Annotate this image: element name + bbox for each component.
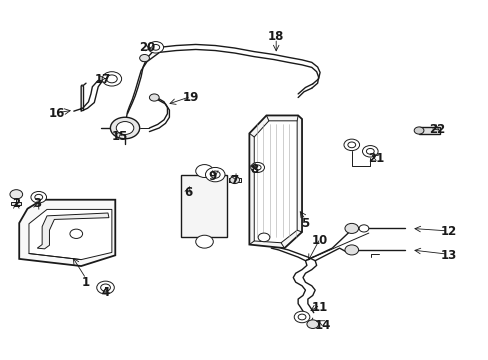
Text: 16: 16 [48, 107, 65, 120]
Text: 19: 19 [183, 91, 199, 104]
Text: 12: 12 [440, 225, 456, 238]
Circle shape [102, 72, 122, 86]
Circle shape [366, 148, 373, 154]
Polygon shape [254, 121, 297, 243]
Text: 13: 13 [440, 249, 456, 262]
Circle shape [195, 165, 213, 177]
Circle shape [344, 245, 358, 255]
Circle shape [258, 233, 269, 242]
Circle shape [298, 314, 305, 320]
Circle shape [306, 320, 318, 328]
Circle shape [210, 171, 220, 178]
Circle shape [250, 162, 264, 172]
Text: 5: 5 [301, 216, 309, 230]
Text: 1: 1 [82, 276, 90, 289]
Circle shape [149, 94, 159, 101]
Circle shape [140, 54, 149, 62]
Circle shape [294, 311, 309, 323]
Text: 3: 3 [33, 197, 41, 210]
Text: 10: 10 [311, 234, 327, 247]
Text: 4: 4 [101, 287, 109, 300]
Text: 7: 7 [230, 174, 238, 186]
Circle shape [148, 41, 163, 53]
Text: 8: 8 [250, 163, 258, 176]
Bar [181, 175, 227, 237]
Text: 15: 15 [112, 130, 128, 144]
Text: 20: 20 [139, 41, 155, 54]
Circle shape [10, 190, 22, 199]
Circle shape [106, 75, 117, 83]
Circle shape [116, 122, 134, 134]
Circle shape [358, 225, 368, 232]
Polygon shape [37, 213, 109, 249]
Circle shape [254, 165, 261, 170]
Circle shape [110, 117, 140, 139]
Circle shape [195, 235, 213, 248]
Text: 11: 11 [311, 301, 327, 314]
Circle shape [70, 229, 82, 238]
Text: 17: 17 [95, 73, 111, 86]
Text: 2: 2 [12, 197, 20, 210]
Text: 18: 18 [267, 30, 284, 43]
Text: 21: 21 [367, 152, 384, 165]
Polygon shape [249, 116, 302, 248]
Circle shape [31, 192, 46, 203]
Circle shape [205, 167, 224, 182]
Circle shape [152, 44, 159, 50]
Circle shape [97, 281, 114, 294]
Circle shape [343, 139, 359, 150]
Circle shape [362, 145, 377, 157]
Circle shape [344, 224, 358, 233]
Polygon shape [19, 200, 115, 266]
Circle shape [101, 284, 110, 291]
Circle shape [229, 176, 239, 184]
Circle shape [413, 127, 423, 134]
Text: 22: 22 [428, 123, 444, 136]
Text: 14: 14 [314, 319, 330, 332]
Text: 6: 6 [184, 186, 192, 199]
Bar [418, 127, 439, 134]
Text: 9: 9 [208, 170, 217, 183]
Polygon shape [29, 210, 112, 260]
Circle shape [347, 142, 355, 148]
Bar [11, 202, 21, 205]
Circle shape [35, 194, 42, 200]
